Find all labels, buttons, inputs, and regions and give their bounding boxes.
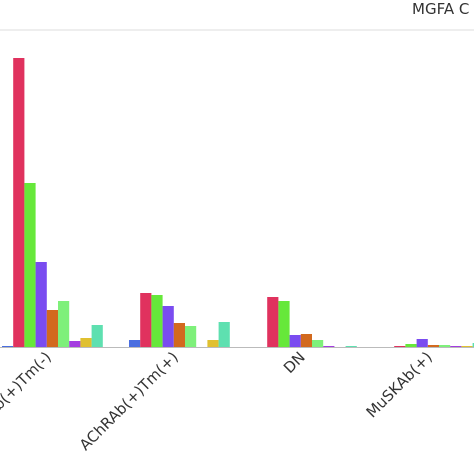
bar	[450, 346, 462, 347]
bar	[267, 297, 279, 347]
bar	[2, 346, 14, 347]
bar	[300, 334, 312, 347]
bar	[140, 293, 152, 347]
bar	[439, 345, 451, 347]
chart-title: MGFA C	[412, 0, 469, 18]
bar	[416, 339, 428, 347]
bar	[162, 306, 174, 347]
bar	[35, 262, 47, 347]
bar	[58, 301, 70, 347]
bar	[312, 340, 324, 347]
x-tick-label: AChRAb(+)Tm(+)	[76, 348, 182, 454]
bar	[173, 323, 185, 347]
bar	[91, 325, 103, 347]
bar	[323, 346, 335, 347]
bar	[472, 343, 474, 347]
bar	[13, 58, 25, 347]
bar	[461, 346, 473, 347]
bar	[69, 341, 81, 347]
bar	[24, 183, 36, 347]
bar	[151, 295, 163, 347]
bar	[289, 335, 301, 347]
bar	[185, 326, 197, 347]
bar	[405, 344, 417, 347]
bar	[427, 345, 439, 347]
bar	[278, 301, 290, 347]
x-tick-label: DN	[280, 348, 309, 377]
bar	[46, 310, 58, 347]
bar	[394, 346, 406, 347]
x-tick-label: MuSKAb(+)	[363, 348, 436, 421]
bar	[80, 338, 92, 347]
x-tick-label: b(+)Tm(-)	[0, 348, 55, 414]
bar	[218, 322, 230, 347]
bar	[129, 340, 141, 347]
bar	[207, 340, 219, 347]
bar	[345, 346, 357, 347]
